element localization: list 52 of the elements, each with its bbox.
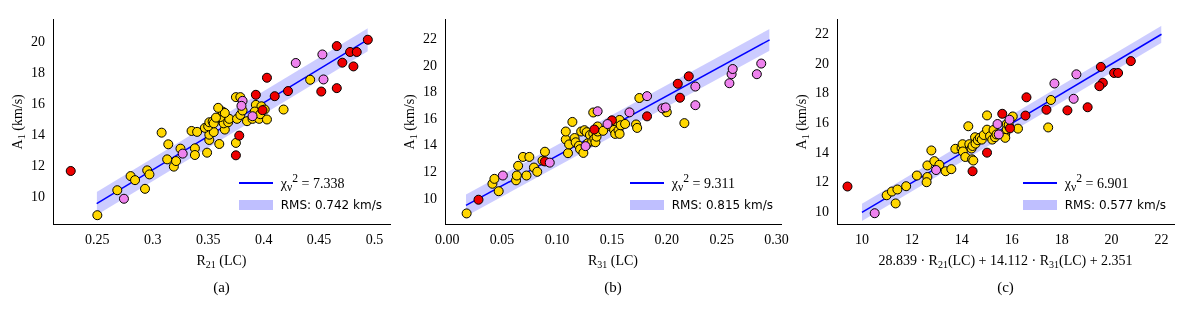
- y-axis-title: A1 (km/s): [401, 93, 419, 150]
- x-tick-label: 10: [854, 232, 869, 248]
- y-tick-label: 14: [815, 144, 829, 160]
- y-tick-label: 18: [815, 85, 829, 101]
- x-tick-label: 0.25: [85, 232, 110, 248]
- x-tick-label: 14: [954, 232, 969, 248]
- x-tick-label: 20: [1104, 232, 1119, 248]
- x-tick-label: 0.30: [764, 232, 789, 248]
- y-tick-label: 18: [423, 84, 437, 100]
- y-tick-label: 14: [423, 137, 437, 153]
- x-tick-label: 0.20: [654, 232, 680, 248]
- y-tick-label: 16: [815, 114, 829, 130]
- x-tick-label: 0.4: [254, 232, 273, 248]
- y-tick-label: 12: [815, 174, 829, 190]
- y-tick-label: 10: [815, 204, 829, 219]
- x-tick-label: 12: [904, 232, 919, 248]
- legend-label: χ$_{ν}$$^{2}$ = 6.901: [1064, 171, 1129, 195]
- x-tick-label: 0.15: [599, 232, 625, 248]
- y-tick-label: 16: [423, 110, 437, 126]
- x-tick-label: 18: [1054, 232, 1069, 248]
- x-tick-label: 0.3: [144, 232, 162, 248]
- y-axis-title: A1 (km/s): [793, 93, 811, 150]
- x-tick-label: 0.45: [306, 232, 332, 248]
- y-tick-label: 22: [815, 25, 829, 41]
- y-tick-label: 14: [31, 127, 45, 143]
- y-tick-label: 12: [31, 158, 45, 174]
- y-tick-label: 20: [815, 55, 829, 71]
- x-tick-label: 16: [1004, 232, 1019, 248]
- x-tick-label: 22: [1154, 232, 1169, 248]
- y-tick-label: 20: [423, 57, 437, 73]
- x-tick-label: 0.35: [195, 232, 221, 248]
- x-tick-label: 0.10: [544, 232, 570, 248]
- legend-label: χ$_{ν}$$^{2}$ = 9.311: [671, 171, 735, 195]
- y-tick-label: 10: [31, 189, 45, 205]
- y-tick-label: 10: [423, 190, 437, 206]
- y-axis-title: A1 (km/s): [9, 93, 27, 150]
- legend-label: χ$_{ν}$$^{2}$ = 7.338: [280, 171, 345, 195]
- annotation: RMS: 0.815 km/s: [671, 198, 774, 213]
- y-tick-label: 22: [423, 31, 437, 47]
- x-tick-label: 0.5: [365, 232, 384, 248]
- x-tick-label: 0.00: [434, 232, 460, 248]
- annotation: RMS: 0.742 km/s: [280, 198, 382, 213]
- x-tick-label: 0.05: [489, 232, 515, 248]
- x-tick-label: 0.25: [709, 232, 734, 248]
- text: (b): [604, 278, 622, 296]
- y-tick-label: 20: [31, 34, 45, 50]
- y-tick-label: 12: [423, 164, 437, 180]
- text: (a): [213, 278, 230, 296]
- text: (c): [997, 278, 1014, 296]
- y-tick-label: 18: [31, 65, 45, 81]
- y-tick-label: 16: [31, 96, 45, 112]
- annotation: RMS: 0.577 km/s: [1064, 198, 1166, 213]
